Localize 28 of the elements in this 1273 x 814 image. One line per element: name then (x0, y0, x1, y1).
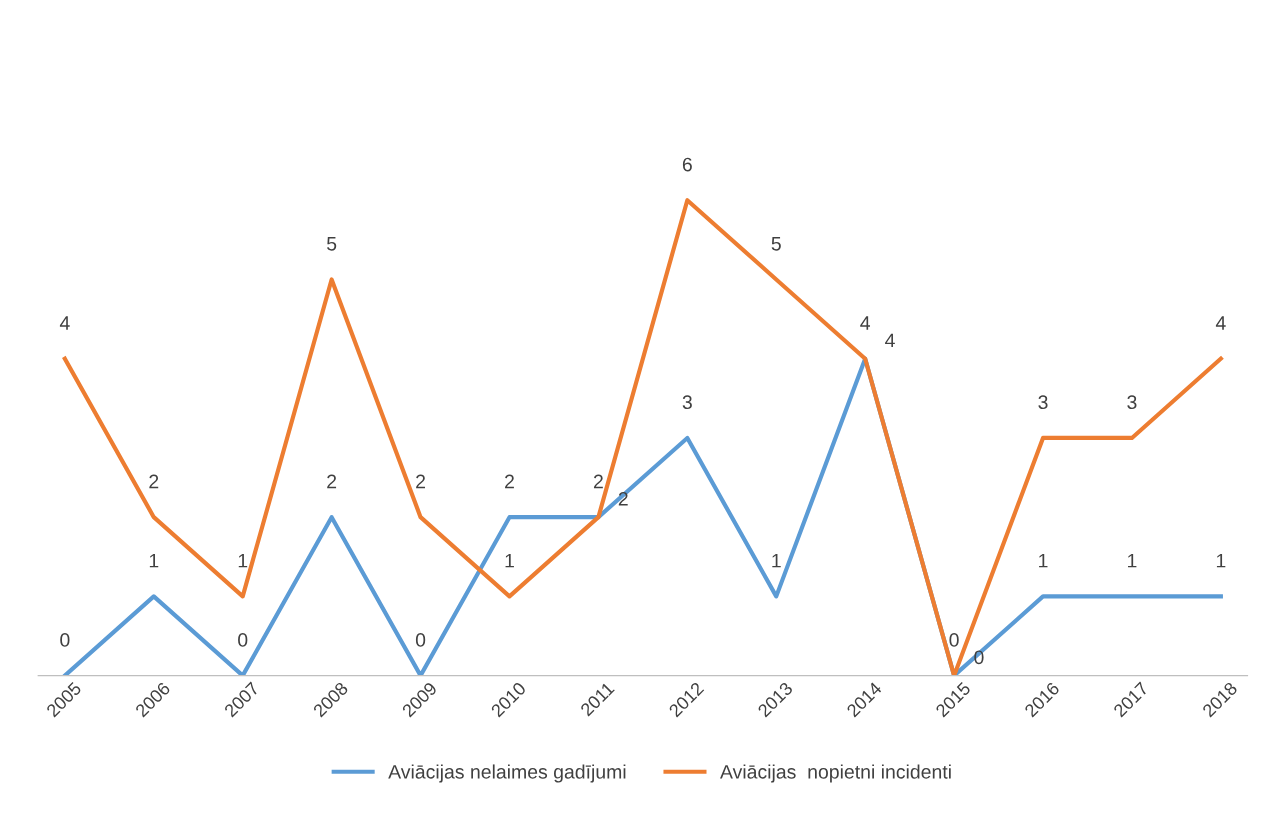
data-label: 4 (1215, 316, 1226, 330)
data-label: 0 (60, 633, 70, 647)
data-label: 2 (149, 474, 159, 489)
data-label: 3 (682, 395, 692, 410)
data-label: 4 (885, 333, 895, 348)
data-label: 4 (860, 316, 871, 330)
data-label: 1 (1039, 553, 1048, 568)
data-label: 1 (238, 553, 248, 568)
data-label: 2 (327, 474, 337, 489)
data-label: 1 (149, 553, 159, 568)
data-label: 1 (505, 553, 514, 568)
data-label: 0 (949, 633, 959, 647)
data-label: 1 (1128, 553, 1137, 568)
data-label: 5 (327, 237, 337, 251)
data-label: 1 (1216, 553, 1226, 568)
data-label: 2 (505, 474, 514, 489)
data-label: 3 (1038, 395, 1048, 410)
data-label: 2 (593, 474, 603, 489)
data-label: 6 (682, 157, 692, 172)
data-label: 1 (772, 553, 781, 568)
data-label: 5 (771, 237, 781, 251)
legend-label: Aviācijas nopietni incidenti (720, 764, 951, 783)
data-label: 2 (416, 474, 425, 489)
legend-label: Aviācijas nelaimes gadījumi (388, 764, 626, 783)
data-label: 0 (238, 633, 248, 647)
data-label: 4 (59, 316, 70, 330)
data-label: 0 (415, 633, 426, 647)
data-label: 3 (1127, 395, 1137, 410)
